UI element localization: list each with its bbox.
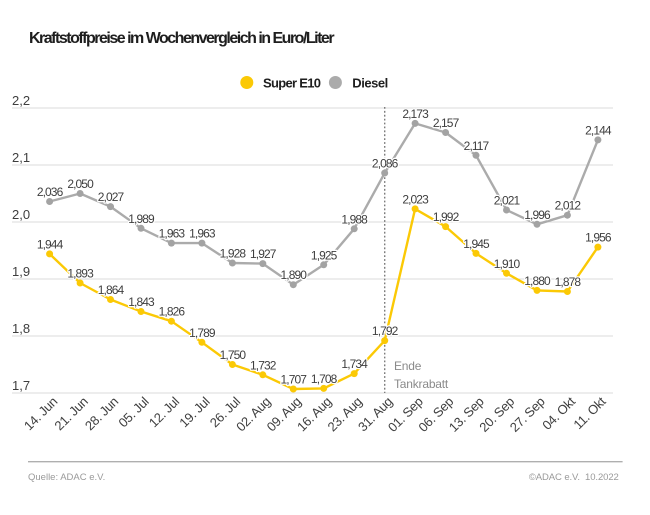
svg-text:2,012: 2,012 <box>555 199 582 213</box>
svg-text:2,144: 2,144 <box>585 123 612 137</box>
svg-text:1,988: 1,988 <box>341 212 368 226</box>
svg-text:2,027: 2,027 <box>98 190 125 204</box>
svg-text:2,1: 2,1 <box>12 150 30 165</box>
svg-text:1,963: 1,963 <box>189 227 216 241</box>
svg-text:2,021: 2,021 <box>494 194 521 208</box>
svg-text:2,157: 2,157 <box>433 116 460 130</box>
svg-text:1,880: 1,880 <box>524 274 551 288</box>
svg-text:1,707: 1,707 <box>281 373 308 387</box>
svg-text:1,963: 1,963 <box>159 227 186 241</box>
svg-text:Tankrabatt: Tankrabatt <box>394 377 449 391</box>
svg-text:Super E10: Super E10 <box>263 76 321 91</box>
svg-text:Kraftstoffpreise im Wochenverg: Kraftstoffpreise im Wochenvergleich in E… <box>29 30 334 47</box>
svg-text:1,925: 1,925 <box>311 248 338 262</box>
svg-text:1,732: 1,732 <box>250 358 277 372</box>
svg-text:Diesel: Diesel <box>352 76 387 91</box>
svg-text:2,036: 2,036 <box>37 185 64 199</box>
svg-text:2,023: 2,023 <box>402 192 429 206</box>
svg-text:1,878: 1,878 <box>555 275 582 289</box>
svg-text:1,989: 1,989 <box>128 212 155 226</box>
svg-text:1,928: 1,928 <box>220 247 247 261</box>
svg-text:1,734: 1,734 <box>341 357 368 371</box>
svg-text:1,789: 1,789 <box>189 326 216 340</box>
svg-text:©ADAC e.V. 10.2022: ©ADAC e.V. 10.2022 <box>529 472 619 483</box>
svg-text:1,864: 1,864 <box>98 283 125 297</box>
svg-text:1,750: 1,750 <box>220 348 247 362</box>
svg-text:1,843: 1,843 <box>128 295 155 309</box>
svg-text:1,996: 1,996 <box>524 208 551 222</box>
svg-text:1,8: 1,8 <box>12 321 30 336</box>
svg-text:1,708: 1,708 <box>311 372 338 386</box>
svg-text:1,7: 1,7 <box>12 378 30 393</box>
svg-text:2,173: 2,173 <box>402 107 429 121</box>
svg-text:2,2: 2,2 <box>12 93 30 108</box>
svg-text:1,826: 1,826 <box>159 305 186 319</box>
svg-text:1,927: 1,927 <box>250 247 277 261</box>
svg-text:1,910: 1,910 <box>494 257 521 271</box>
svg-text:1,956: 1,956 <box>585 231 612 245</box>
svg-text:Quelle: ADAC e.V.: Quelle: ADAC e.V. <box>28 472 105 483</box>
svg-text:1,890: 1,890 <box>281 268 308 282</box>
svg-text:2,117: 2,117 <box>464 139 490 153</box>
svg-text:2,0: 2,0 <box>12 207 30 222</box>
svg-text:Ende: Ende <box>394 359 422 373</box>
svg-text:2,050: 2,050 <box>67 177 94 191</box>
svg-text:2,086: 2,086 <box>372 157 399 171</box>
svg-text:1,945: 1,945 <box>463 237 490 251</box>
svg-text:1,9: 1,9 <box>12 264 30 279</box>
svg-text:1,893: 1,893 <box>67 267 94 281</box>
svg-text:1,944: 1,944 <box>37 237 64 251</box>
svg-text:1,992: 1,992 <box>433 210 460 224</box>
svg-text:1,792: 1,792 <box>372 324 399 338</box>
